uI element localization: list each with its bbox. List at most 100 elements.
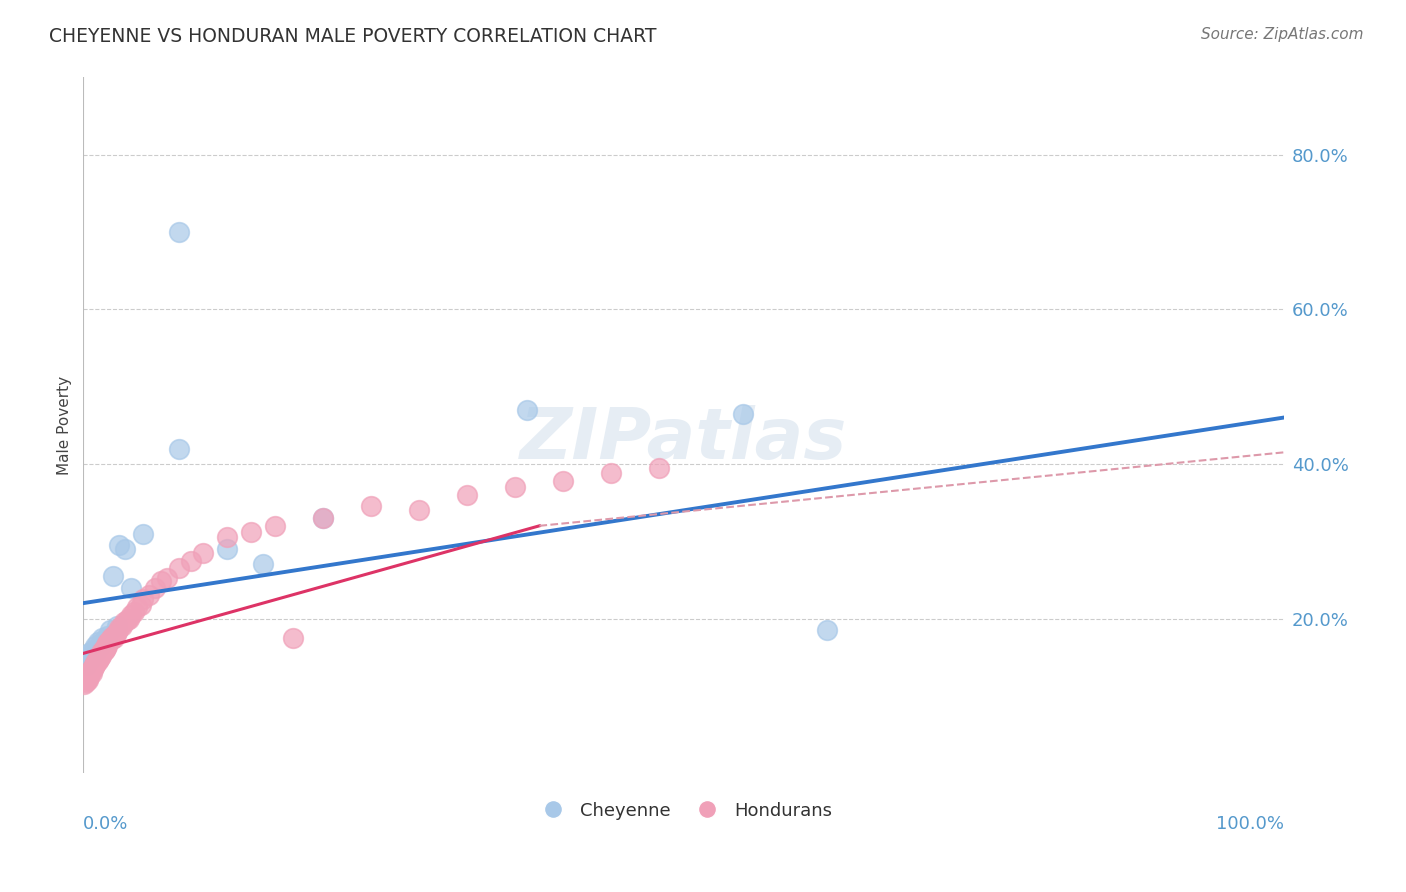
Point [180, 553, 202, 567]
Point [86, 654, 108, 668]
Point [143, 581, 166, 595]
Point [79, 652, 101, 666]
Point [94, 642, 117, 657]
Point [516, 402, 538, 417]
Point [80, 648, 103, 663]
Point [89, 648, 111, 662]
Point [312, 511, 335, 525]
Point [312, 511, 335, 525]
Point [132, 592, 155, 607]
Point [105, 624, 128, 639]
Point [86, 654, 108, 668]
Point [89, 650, 111, 665]
Point [817, 623, 839, 637]
Point [129, 598, 152, 612]
Point [76, 672, 98, 686]
Point [87, 650, 110, 665]
Point [97, 634, 120, 648]
Point [193, 546, 215, 560]
Point [82, 642, 104, 657]
Point [83, 646, 105, 660]
Point [86, 652, 108, 666]
Point [169, 561, 191, 575]
Point [79, 665, 101, 680]
Point [84, 639, 107, 653]
Point [79, 667, 101, 681]
Point [100, 631, 122, 645]
Point [96, 629, 118, 643]
Point [217, 541, 239, 556]
Point [79, 646, 101, 660]
Point [82, 662, 104, 676]
Point [217, 530, 239, 544]
Text: 0.0%: 0.0% [83, 815, 129, 833]
Point [103, 569, 125, 583]
Point [122, 606, 145, 620]
Point [83, 659, 105, 673]
Point [94, 640, 117, 655]
Point [80, 662, 103, 676]
Point [73, 677, 96, 691]
Point [169, 225, 191, 239]
Point [108, 621, 131, 635]
Point [150, 574, 173, 589]
Point [90, 646, 112, 660]
Point [79, 664, 101, 678]
Point [90, 648, 112, 663]
Point [80, 665, 103, 680]
Point [86, 644, 108, 658]
Point [83, 657, 105, 672]
Text: ZIPatlas: ZIPatlas [520, 405, 848, 474]
Point [104, 627, 127, 641]
Point [90, 636, 112, 650]
Y-axis label: Male Poverty: Male Poverty [58, 376, 72, 475]
Point [91, 646, 114, 660]
Point [93, 644, 115, 658]
Point [93, 642, 115, 657]
Text: 100.0%: 100.0% [1216, 815, 1284, 833]
Point [408, 503, 430, 517]
Text: Source: ZipAtlas.com: Source: ZipAtlas.com [1201, 27, 1364, 42]
Point [553, 474, 575, 488]
Point [82, 659, 104, 673]
Point [98, 623, 121, 637]
Point [283, 631, 305, 645]
Point [87, 652, 110, 666]
Point [86, 634, 108, 648]
Point [115, 613, 138, 627]
Point [264, 518, 287, 533]
Text: CHEYENNE VS HONDURAN MALE POVERTY CORRELATION CHART: CHEYENNE VS HONDURAN MALE POVERTY CORREL… [49, 27, 657, 45]
Point [240, 524, 263, 539]
Point [648, 460, 671, 475]
Point [76, 654, 98, 668]
Point [120, 607, 142, 622]
Point [108, 538, 131, 552]
Point [79, 669, 101, 683]
Point [360, 500, 382, 514]
Point [138, 588, 160, 602]
Point [75, 657, 97, 672]
Point [94, 639, 117, 653]
Point [156, 571, 179, 585]
Point [91, 631, 114, 645]
Point [112, 615, 135, 630]
Point [84, 657, 107, 672]
Point [87, 640, 110, 655]
Point [505, 480, 527, 494]
Point [77, 673, 100, 688]
Point [120, 581, 142, 595]
Point [733, 407, 755, 421]
Point [98, 633, 121, 648]
Point [456, 488, 478, 502]
Point [91, 644, 114, 658]
Point [94, 633, 117, 648]
Point [132, 526, 155, 541]
Point [111, 619, 134, 633]
Point [94, 640, 117, 655]
Point [101, 632, 124, 647]
Point [84, 657, 107, 671]
Legend: Cheyenne, Hondurans: Cheyenne, Hondurans [527, 795, 839, 827]
Point [75, 675, 97, 690]
Point [252, 558, 274, 572]
Point [86, 656, 108, 670]
